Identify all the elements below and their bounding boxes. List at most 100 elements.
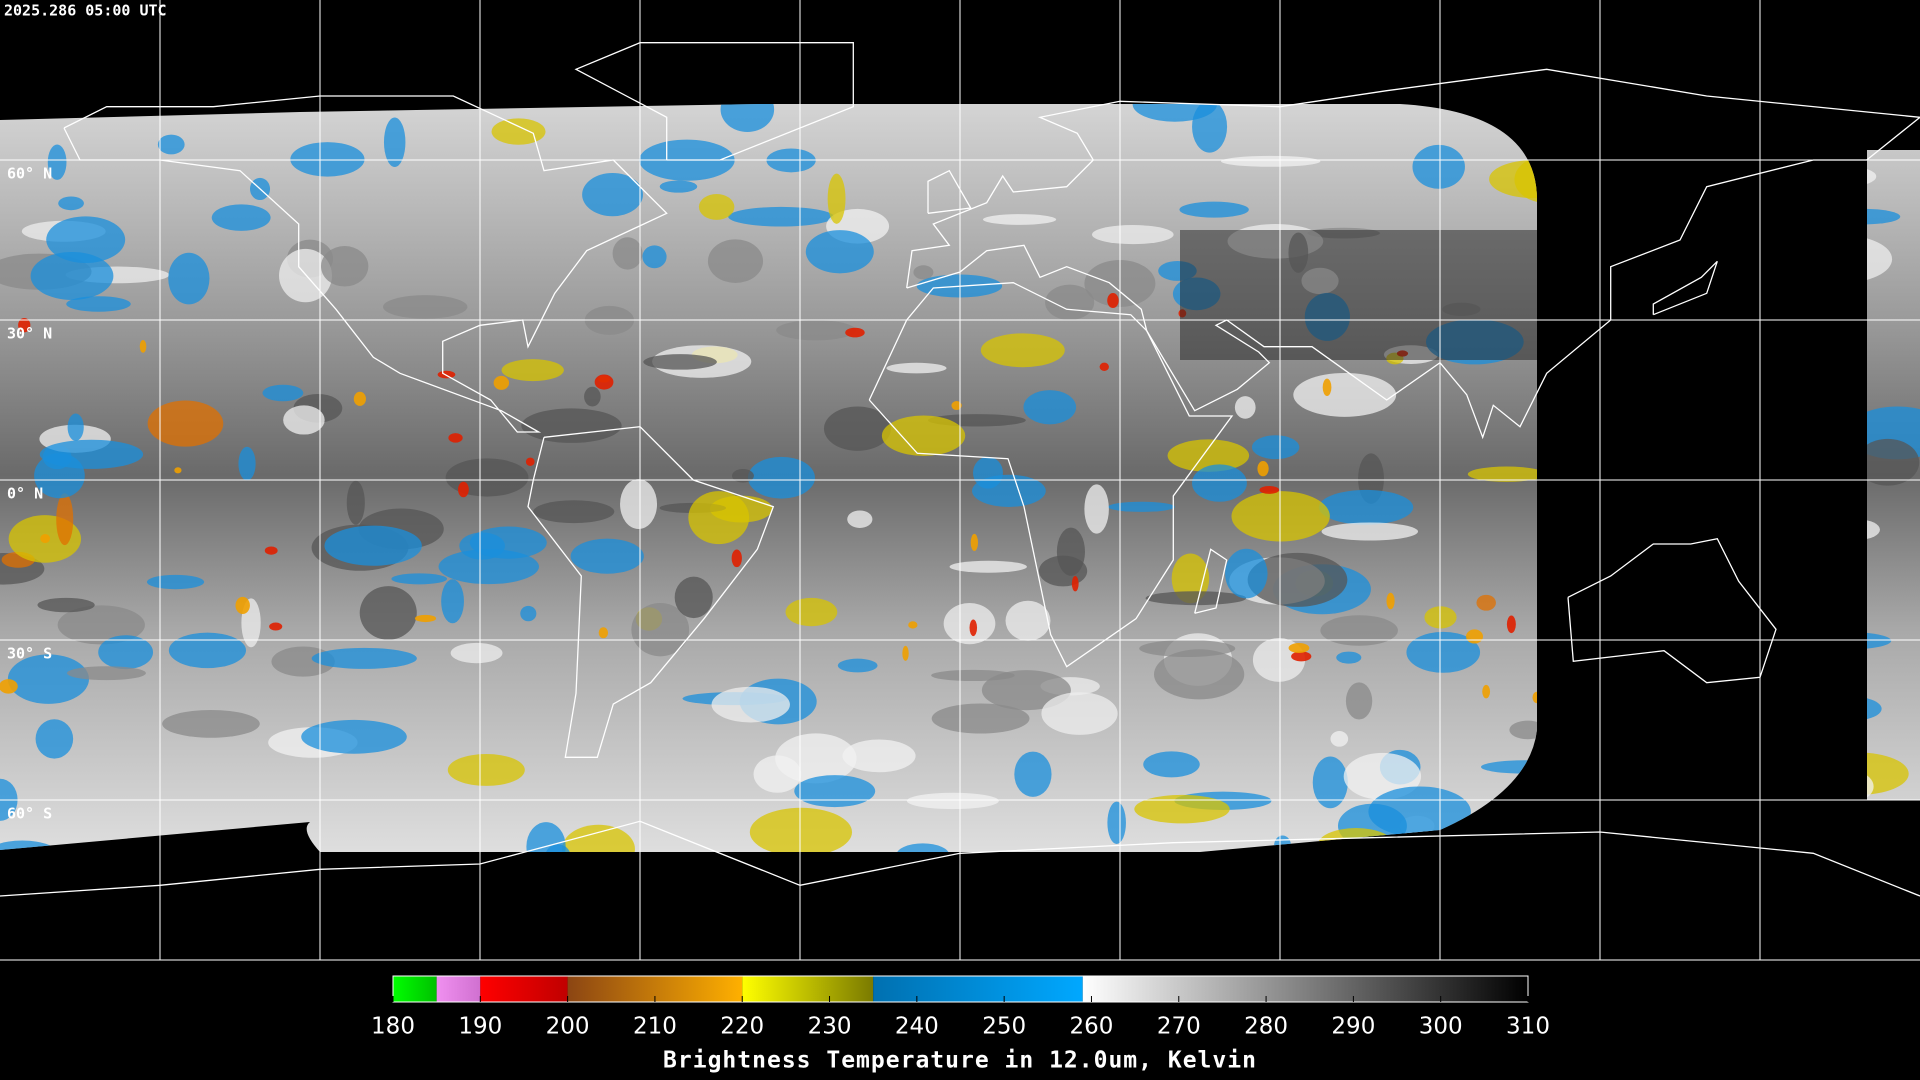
cloud-patch	[698, 193, 735, 220]
cloud-patch	[631, 603, 690, 657]
cloud-patch	[491, 118, 546, 145]
colorbar-tick-label: 190	[458, 1014, 502, 1040]
cloud-patch	[642, 245, 667, 269]
colorbar-tick-label: 200	[546, 1014, 590, 1040]
cloud-patch	[146, 574, 205, 590]
storm-core	[1099, 362, 1109, 372]
cloud-patch	[1516, 828, 1587, 852]
cloud-patch	[1640, 186, 1734, 228]
cloud-patch	[1084, 484, 1109, 534]
coastlines	[0, 42, 1920, 897]
cloud-patch	[612, 237, 643, 270]
cloud-patch	[37, 597, 95, 613]
cloud-patch	[441, 579, 464, 624]
cloud-patch	[66, 666, 146, 681]
storm-core	[458, 481, 469, 498]
storm-core	[731, 549, 742, 568]
cloud-patch	[1139, 639, 1236, 657]
colorbar-segment	[1082, 976, 1528, 1002]
cloud-patch	[283, 405, 325, 435]
cloud-patch	[391, 573, 447, 585]
lat-label: 30° N	[7, 325, 52, 343]
cloud-patch	[1577, 380, 1627, 408]
cloud-patch	[1312, 756, 1348, 809]
storm-core	[908, 621, 918, 629]
cloud-patch	[1191, 464, 1247, 502]
cloud-patch	[711, 686, 790, 723]
cloud-patch	[1621, 696, 1707, 750]
cloud-patch	[1807, 752, 1909, 795]
colorbar-tick-label: 280	[1244, 1014, 1288, 1040]
cloud-patch	[1809, 814, 1833, 837]
storm-core	[1506, 615, 1516, 634]
cloud-patch	[1014, 751, 1052, 797]
colorbar-tick-label: 270	[1157, 1014, 1201, 1040]
storm-core	[414, 614, 437, 623]
storm-core	[40, 533, 51, 544]
cloud-patch	[1628, 703, 1695, 734]
cloud-patch	[1673, 262, 1764, 276]
cloud-patch	[1514, 156, 1576, 203]
storm-core	[1291, 651, 1312, 662]
storm-core	[1386, 592, 1395, 610]
cloud-patch	[1509, 720, 1547, 740]
graticule	[0, 0, 1920, 961]
cloud-patch	[301, 719, 407, 754]
coastline	[63, 95, 668, 433]
cloud-patch	[982, 214, 1057, 225]
cloud-patch	[67, 413, 84, 441]
cloud-patch	[1634, 574, 1679, 618]
storm-core	[598, 627, 609, 639]
cloud-patch	[520, 605, 537, 622]
cloud-patch	[827, 173, 846, 224]
cloud-patch	[450, 642, 503, 664]
cloud-patch	[949, 560, 1027, 573]
cloud-patch	[1320, 615, 1398, 646]
cloud-patch	[794, 775, 876, 808]
cloud-patch	[57, 605, 145, 645]
cloud-patch	[30, 251, 114, 300]
colorbar-tick-label: 300	[1419, 1014, 1463, 1040]
cloud-patch	[162, 709, 260, 738]
cloud-patch	[980, 333, 1065, 368]
lat-label: 0° N	[7, 485, 43, 503]
cloud-patch	[501, 359, 564, 382]
cloud-patch	[1231, 491, 1330, 542]
storm-core	[1107, 293, 1119, 309]
cloud-patch	[1005, 600, 1051, 641]
cloud-patch	[1722, 747, 1818, 798]
cloud-patch	[56, 493, 74, 546]
cloud-patch	[359, 586, 417, 640]
cloud-patch	[1676, 648, 1740, 661]
cloud-patch	[1412, 144, 1465, 189]
colorbar-frame	[392, 975, 1529, 1003]
cloud-patch	[1476, 594, 1496, 611]
colorbar-tick-label: 260	[1070, 1014, 1114, 1040]
cloud-patch	[1728, 729, 1775, 770]
colorbar-tick-label: 210	[633, 1014, 677, 1040]
storm-core	[139, 339, 147, 353]
storm-core	[951, 401, 962, 411]
cloud-patch	[1406, 631, 1481, 673]
cloud-patch	[906, 792, 999, 810]
storm-core	[235, 596, 250, 615]
cloud-patch	[747, 456, 815, 499]
cloud-patch	[447, 753, 525, 786]
cloud-patch	[1632, 148, 1686, 201]
colorbar-tick-label: 230	[808, 1014, 852, 1040]
cloud-patch	[168, 252, 210, 305]
cloud-patch	[1612, 482, 1660, 535]
cloud-patch	[1336, 651, 1362, 664]
cloud-patch	[981, 670, 1071, 711]
cloud-patch	[53, 104, 148, 108]
cloud-patch	[1247, 552, 1348, 607]
cloud-patch	[1234, 396, 1256, 419]
cloud-patch	[157, 134, 185, 155]
cloud-patch	[1632, 236, 1663, 253]
storm-core	[0, 679, 18, 694]
cloud-patch	[1134, 794, 1230, 824]
cloud-patch	[584, 386, 601, 407]
cloud-patch	[1541, 120, 1609, 159]
